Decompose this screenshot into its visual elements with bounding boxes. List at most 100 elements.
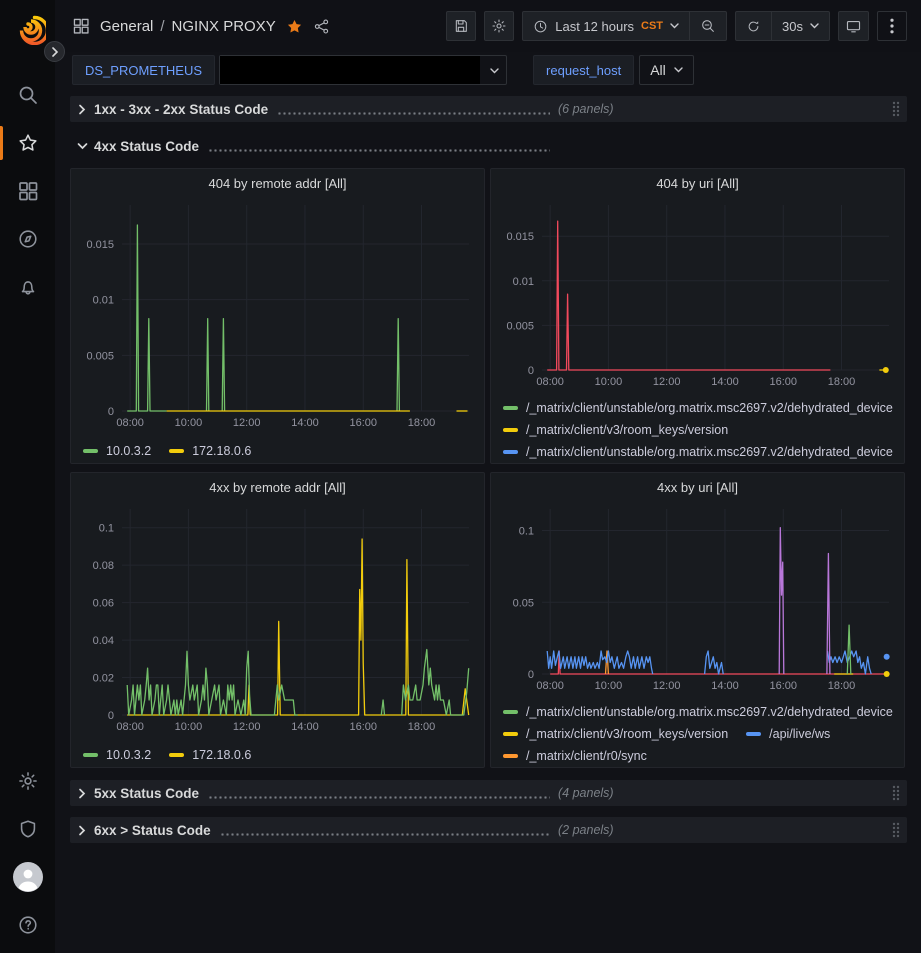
- svg-text:0.005: 0.005: [506, 320, 534, 332]
- row-1xx-3xx-2xx[interactable]: 1xx - 3xx - 2xx Status Code (6 panels): [70, 96, 907, 122]
- grafana-logo[interactable]: [10, 9, 46, 45]
- svg-text:10:00: 10:00: [175, 721, 203, 733]
- gear-icon: [491, 18, 507, 34]
- svg-text:18:00: 18:00: [408, 721, 436, 733]
- row-drag-handle[interactable]: [891, 821, 901, 839]
- timezone-label: CST: [641, 20, 663, 32]
- page-title: NGINX PROXY: [172, 18, 276, 35]
- panel-title[interactable]: 404 by uri [All]: [491, 169, 904, 197]
- legend-row: 10.0.3.2 172.18.0.6: [83, 444, 251, 458]
- row-title: 1xx - 3xx - 2xx Status Code: [94, 102, 268, 117]
- sidebar-item-help[interactable]: [0, 901, 55, 949]
- panel-title[interactable]: 4xx by remote addr [All]: [71, 473, 484, 501]
- panel-4xx-by-remote-addr: 4xx by remote addr [All] 00.020.040.060.…: [70, 472, 485, 768]
- legend-item[interactable]: /api/live/ws: [746, 727, 830, 741]
- svg-text:12:00: 12:00: [233, 721, 261, 733]
- legend-item[interactable]: /_matrix/client/v3/room_keys/version: [503, 727, 728, 741]
- sidebar-item-dashboards[interactable]: [0, 167, 55, 215]
- svg-text:14:00: 14:00: [291, 417, 319, 429]
- legend-item[interactable]: 172.18.0.6: [169, 444, 251, 458]
- legend-row: /_matrix/client/v3/room_keys/version: [503, 419, 904, 441]
- legend-item[interactable]: /_matrix/client/v3/room_keys/version: [503, 423, 728, 437]
- breadcrumb-section[interactable]: General: [100, 18, 153, 35]
- svg-text:0.04: 0.04: [93, 635, 114, 647]
- svg-text:0.015: 0.015: [506, 231, 534, 243]
- legend-swatch: [746, 732, 761, 736]
- legend-swatch: [503, 428, 518, 432]
- search-icon: [17, 84, 39, 106]
- sidebar-expand-button[interactable]: [44, 41, 65, 62]
- explore-compass-icon: [17, 228, 39, 250]
- legend-item[interactable]: 172.18.0.6: [169, 748, 251, 762]
- svg-text:0.01: 0.01: [93, 295, 114, 307]
- admin-shield-icon: [17, 818, 39, 840]
- legend-item[interactable]: 10.0.3.2: [83, 444, 151, 458]
- variable-selected-value: All: [650, 62, 666, 78]
- row-panel-count: (2 panels): [558, 823, 614, 837]
- sidebar-item-configuration[interactable]: [0, 757, 55, 805]
- time-series-chart[interactable]: 00.020.040.060.080.108:0010:0012:0014:00…: [76, 501, 479, 735]
- refresh-interval-picker[interactable]: 30s: [771, 12, 829, 40]
- kebab-menu-button[interactable]: [877, 11, 907, 41]
- svg-text:08:00: 08:00: [536, 680, 564, 692]
- panel-title[interactable]: 404 by remote addr [All]: [71, 169, 484, 197]
- caret-down-icon: [810, 23, 819, 29]
- svg-text:16:00: 16:00: [349, 417, 377, 429]
- share-icon[interactable]: [313, 18, 330, 35]
- row-6xx[interactable]: 6xx > Status Code (2 panels): [70, 817, 907, 843]
- panel-legend: 10.0.3.2 172.18.0.6: [71, 436, 484, 463]
- tv-mode-icon: [845, 18, 862, 35]
- svg-text:08:00: 08:00: [536, 376, 564, 388]
- time-series-chart[interactable]: 00.0050.010.01508:0010:0012:0014:0016:00…: [496, 197, 899, 390]
- svg-text:18:00: 18:00: [828, 680, 856, 692]
- time-series-chart[interactable]: 00.050.108:0010:0012:0014:0016:0018:00: [496, 501, 899, 694]
- legend-item[interactable]: /_matrix/client/unstable/org.matrix.msc2…: [503, 401, 893, 415]
- legend-item[interactable]: /_matrix/client/unstable/org.matrix.msc2…: [503, 445, 893, 459]
- zoom-out-icon: [700, 18, 716, 34]
- save-dashboard-button[interactable]: [446, 11, 476, 41]
- legend-label: /_matrix/client/v3/room_keys/version: [526, 423, 728, 437]
- svg-text:12:00: 12:00: [233, 417, 261, 429]
- row-drag-handle[interactable]: [891, 784, 901, 802]
- sidebar-item-explore[interactable]: [0, 215, 55, 263]
- sidebar-item-alerting[interactable]: [0, 263, 55, 311]
- svg-text:0.01: 0.01: [513, 276, 534, 288]
- row-4xx[interactable]: 4xx Status Code: [70, 133, 907, 159]
- row-5xx[interactable]: 5xx Status Code (4 panels): [70, 780, 907, 806]
- variable-value-request-host[interactable]: All: [639, 55, 694, 85]
- panel-404-by-remote-addr: 404 by remote addr [All] 00.0050.010.015…: [70, 168, 485, 464]
- sidebar-item-starred[interactable]: [0, 119, 55, 167]
- dashboard-settings-button[interactable]: [484, 11, 514, 41]
- legend-item[interactable]: /_matrix/client/r0/sync: [503, 749, 647, 763]
- svg-text:18:00: 18:00: [408, 417, 436, 429]
- svg-text:14:00: 14:00: [711, 376, 739, 388]
- breadcrumb[interactable]: General / NGINX PROXY: [100, 18, 276, 35]
- time-range-picker[interactable]: Last 12 hours CST: [523, 12, 689, 40]
- row-leader-dots: [208, 149, 550, 152]
- panel-legend: /_matrix/client/unstable/org.matrix.msc2…: [491, 395, 904, 463]
- panel-4xx-by-uri: 4xx by uri [All] 00.050.108:0010:0012:00…: [490, 472, 905, 768]
- row-leader-dots: [277, 112, 550, 115]
- tv-mode-button[interactable]: [838, 11, 869, 41]
- breadcrumb-separator: /: [160, 18, 164, 35]
- sidebar-item-search[interactable]: [0, 71, 55, 119]
- refresh-dashboard-button[interactable]: [736, 12, 771, 40]
- refresh-group: 30s: [735, 11, 830, 41]
- row-panel-count: (4 panels): [558, 786, 614, 800]
- time-series-chart[interactable]: 00.0050.010.01508:0010:0012:0014:0016:00…: [76, 197, 479, 431]
- panel-title[interactable]: 4xx by uri [All]: [491, 473, 904, 501]
- legend-row: /_matrix/client/unstable/org.matrix.msc2…: [503, 701, 904, 723]
- sidebar-item-server-admin[interactable]: [0, 805, 55, 853]
- variable-value-ds-prometheus[interactable]: [219, 55, 507, 85]
- zoom-out-time-button[interactable]: [689, 12, 726, 40]
- legend-item[interactable]: /_matrix/client/unstable/org.matrix.msc2…: [503, 705, 893, 719]
- favorite-star-icon[interactable]: [286, 18, 303, 35]
- svg-text:10:00: 10:00: [175, 417, 203, 429]
- legend-swatch: [169, 449, 184, 453]
- alerting-bell-icon: [17, 276, 39, 298]
- row-title: 5xx Status Code: [94, 786, 199, 801]
- row-drag-handle[interactable]: [891, 100, 901, 118]
- variable-label-ds-prometheus: DS_PROMETHEUS: [72, 55, 215, 85]
- sidebar-item-profile[interactable]: [0, 853, 55, 901]
- legend-item[interactable]: 10.0.3.2: [83, 748, 151, 762]
